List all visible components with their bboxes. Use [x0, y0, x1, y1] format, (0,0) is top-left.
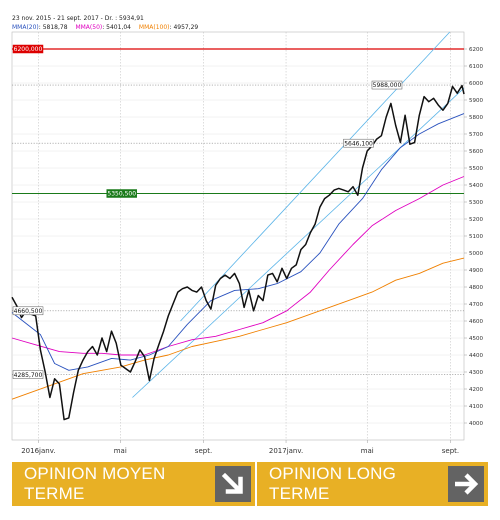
- y-tick-label: 5000: [469, 251, 483, 257]
- x-tick-label: mai: [361, 447, 374, 455]
- y-tick-label: 4300: [469, 370, 483, 376]
- mma20-line: [11, 113, 465, 371]
- long-term-label: OPINION LONG TERME: [269, 464, 397, 503]
- y-tick-label: 4600: [469, 319, 483, 325]
- y-tick-label: 4500: [469, 336, 483, 342]
- channel-upper-line: [180, 31, 451, 322]
- y-tick-label: 5500: [469, 166, 483, 172]
- y-tick-label: 5600: [469, 149, 483, 155]
- legend-mma100: MMA(100): 4957,29: [138, 24, 199, 31]
- level-label: 4660,500: [14, 308, 43, 315]
- price-line: [11, 84, 465, 421]
- horizontal-levels: [12, 48, 464, 375]
- chart-title: 23 nov. 2015 - 21 sept. 2017 - Dr. : 593…: [12, 15, 144, 22]
- y-tick-label: 5200: [469, 217, 483, 223]
- legend-mma50: MMA(50): 5401,04: [75, 24, 131, 31]
- medium-term-label: OPINION MOYEN TERME: [24, 464, 166, 503]
- level-label: 4285,700: [14, 372, 43, 379]
- long-term-opinion-button[interactable]: OPINION LONG TERME: [257, 462, 488, 506]
- channel-lower-line: [132, 87, 465, 398]
- level-label-box: [12, 306, 44, 316]
- level-label-box: [371, 80, 403, 90]
- indicator-legend: MMA(20): 5818,78 MMA(50): 5401,04 MMA(10…: [12, 24, 204, 31]
- y-tick-label: 4700: [469, 302, 483, 308]
- level-label-box: [12, 44, 44, 54]
- y-tick-label: 4200: [469, 387, 483, 393]
- x-tick-label: 2017janv.: [269, 447, 303, 455]
- x-tick-label: sept.: [195, 447, 212, 455]
- y-tick-label: 5300: [469, 200, 483, 206]
- level-label: 6200,000: [14, 46, 43, 53]
- legend-mma50-value: 5401,04: [106, 24, 131, 31]
- legend-mma20-label: MMA(20): [12, 24, 39, 31]
- y-tick-label: 4000: [469, 421, 483, 427]
- arrow-right-icon: [448, 466, 484, 502]
- legend-mma100-label: MMA(100): [138, 24, 170, 31]
- level-label-box: [343, 138, 374, 148]
- level-label-box: [12, 370, 44, 379]
- y-tick-label: 6200: [469, 47, 483, 53]
- y-tick-label: 5700: [469, 132, 483, 138]
- mma100-line: [11, 257, 465, 400]
- legend-mma100-value: 4957,29: [173, 24, 199, 31]
- grid: [11, 31, 465, 441]
- arrow-down-right-icon: [215, 466, 251, 502]
- y-tick-label: 5900: [469, 98, 483, 104]
- legend-mma20: MMA(20): 5818,78: [12, 24, 68, 31]
- y-tick-label: 4800: [469, 285, 483, 291]
- level-label: 5350,500: [107, 191, 136, 198]
- level-label: 5988,000: [373, 82, 402, 89]
- series-lines: [11, 84, 465, 421]
- y-tick-label: 5400: [469, 183, 483, 189]
- medium-term-opinion-button[interactable]: OPINION MOYEN TERME: [12, 462, 255, 506]
- y-tick-label: 6000: [469, 81, 483, 87]
- y-tick-label: 5800: [469, 115, 483, 121]
- y-tick-label: 4100: [469, 404, 483, 410]
- axes: 4000 4100 4200 4300 4400 4500 4600 4700 4800 4900…: [21, 47, 483, 455]
- legend-mma50-label: MMA(50): [75, 24, 103, 31]
- level-label: 5646,100: [344, 140, 373, 147]
- x-tick-label: 2016janv.: [21, 447, 55, 455]
- x-tick-label: mai: [114, 447, 127, 455]
- y-tick-label: 4400: [469, 353, 483, 359]
- y-tick-label: 6100: [469, 64, 483, 70]
- legend-mma20-value: 5818,78: [42, 24, 68, 31]
- x-tick-label: sept.: [442, 447, 459, 455]
- mma50-line: [11, 176, 465, 356]
- y-tick-label: 5100: [469, 234, 483, 240]
- y-tick-label: 4900: [469, 268, 483, 274]
- level-label-box: [106, 189, 137, 198]
- level-labels: 6200,000 5988,000 5646,100 5350,500 4660,500…: [12, 44, 403, 379]
- price-chart: 4000 4100 4200 4300 4400 4500 4600 4700 4800 4900…: [11, 31, 483, 455]
- chart-area: 4000 4100 4200 4300 4400 4500 4600 4700 4800 4900…: [11, 15, 483, 455]
